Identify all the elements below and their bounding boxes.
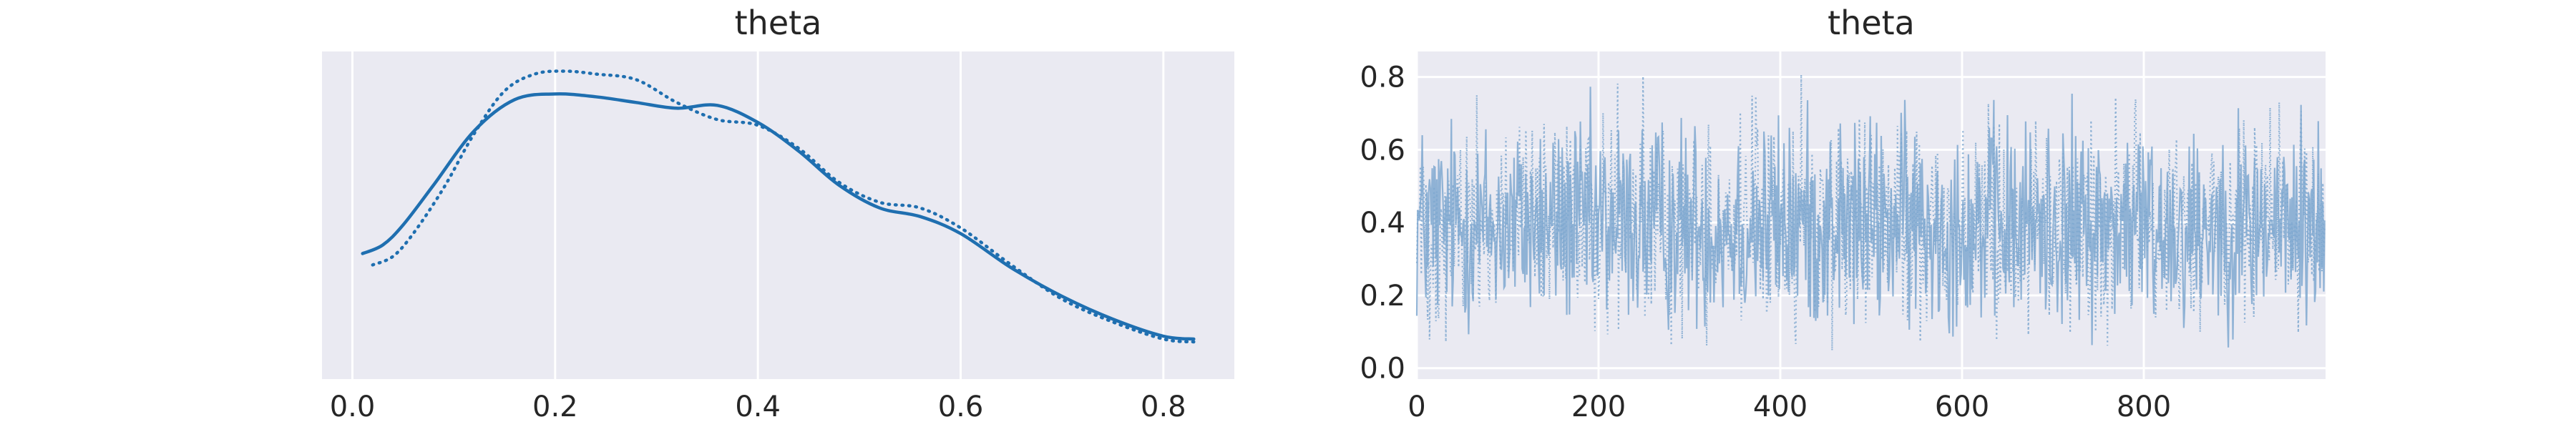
trace-y-tick-label: 0.4 (1360, 207, 1405, 240)
density-title: theta (735, 4, 822, 42)
trace-y-tick-labels: 0.0 0.2 0.4 0.6 0.8 (1360, 62, 1405, 386)
trace-panel: 0 200 400 600 800 0.0 0.2 0.4 0.6 0.8 theta (1360, 4, 2326, 423)
trace-title: theta (1828, 4, 1915, 42)
density-line-dotted (371, 69, 1196, 344)
trace-x-tick-label: 400 (1753, 391, 1807, 423)
density-x-tick-label: 0.2 (532, 391, 578, 423)
density-panel: 0.0 0.2 0.4 0.6 0.8 theta (322, 4, 1234, 423)
trace-y-tick-label: 0.2 (1360, 280, 1405, 313)
density-x-tick-labels: 0.0 0.2 0.4 0.6 0.8 (330, 391, 1186, 423)
density-gridlines (351, 51, 1165, 379)
density-x-tick-label: 0.4 (735, 391, 781, 423)
density-x-tick-label: 0.6 (938, 391, 984, 423)
density-x-tick-label: 0.8 (1141, 391, 1186, 423)
trace-x-tick-label: 200 (1571, 391, 1626, 423)
trace-y-tick-label: 0.6 (1360, 134, 1405, 167)
trace-x-tick-label: 800 (2117, 391, 2171, 423)
trace-x-tick-label: 600 (1935, 391, 1989, 423)
density-x-tick-label: 0.0 (330, 391, 376, 423)
density-series-group (361, 69, 1196, 344)
trace-line-dotted (1415, 74, 2326, 351)
trace-y-tick-label: 0.0 (1360, 353, 1405, 386)
trace-x-tick-labels: 0 200 400 600 800 (1407, 391, 2171, 423)
density-plot-area (322, 51, 1234, 379)
trace-x-tick-label: 0 (1407, 391, 1425, 423)
trace-series-group (1415, 74, 2326, 351)
trace-y-tick-label: 0.8 (1360, 62, 1405, 94)
